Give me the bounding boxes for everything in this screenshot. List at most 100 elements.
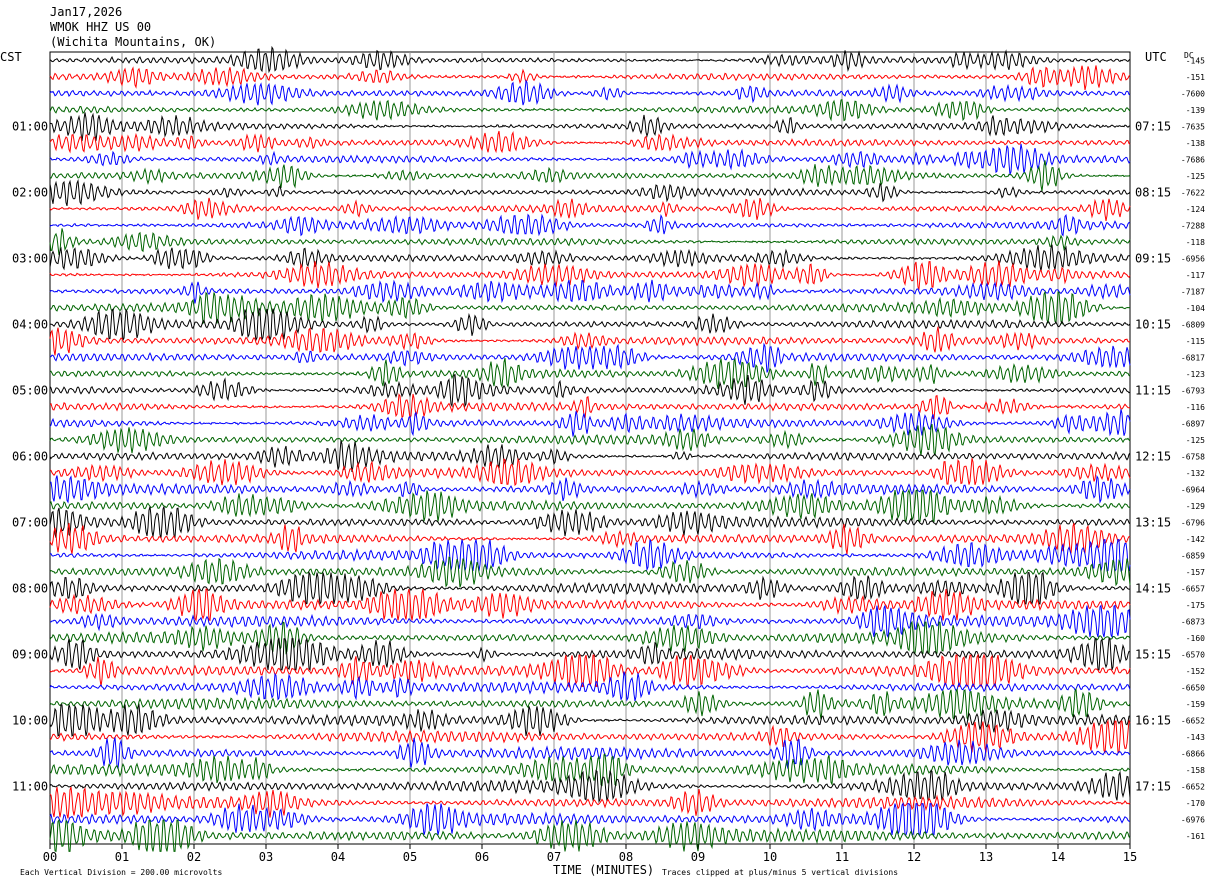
- right-hour-label: 14:15: [1135, 581, 1171, 595]
- dc-offset-label: -6793: [1181, 386, 1205, 395]
- right-hour-label: 11:15: [1135, 383, 1171, 397]
- trace-row: [49, 373, 1131, 408]
- dc-offset-label: -6758: [1181, 452, 1205, 461]
- x-tick-label: 02: [187, 850, 201, 864]
- dc-offset-label: -125: [1186, 436, 1205, 445]
- dc-offset-label: -7288: [1181, 221, 1205, 230]
- station-label: WMOK HHZ US 00: [50, 20, 151, 34]
- x-tick-label: 06: [475, 850, 489, 864]
- left-hour-label: 07:00: [12, 515, 48, 529]
- trace-row: [49, 588, 1131, 623]
- dc-offset-label: -6873: [1181, 617, 1205, 626]
- trace-row: [49, 457, 1131, 487]
- right-hour-label: 15:15: [1135, 647, 1171, 661]
- trace-row: [49, 99, 1131, 122]
- x-tick-label: 10: [763, 850, 777, 864]
- dc-offset-label: -139: [1186, 106, 1205, 115]
- dc-offset-label: -175: [1186, 601, 1205, 610]
- x-tick-label: 03: [259, 850, 273, 864]
- dc-offset-label: -6866: [1181, 749, 1205, 758]
- dc-offset-label: -7686: [1181, 155, 1205, 164]
- dc-offset-label: -6650: [1181, 683, 1205, 692]
- x-tick-label: 07: [547, 850, 561, 864]
- right-hour-label: 17:15: [1135, 779, 1171, 793]
- dc-offset-label: -123: [1186, 370, 1205, 379]
- right-hour-labels: 07:15 08:15 09:15 10:15 11:15 12:15 13:15 14:15…: [1135, 119, 1171, 793]
- dc-offset-label: -117: [1186, 271, 1205, 280]
- plot-frame: [49, 51, 1131, 845]
- trace-row: [49, 112, 1131, 142]
- right-hour-label: 16:15: [1135, 713, 1171, 727]
- trace-row: [49, 556, 1131, 588]
- dc-offset-label: -151: [1186, 73, 1205, 82]
- dc-header-label: DC: [1184, 51, 1194, 60]
- trace-row: [49, 213, 1131, 237]
- left-hour-label: 09:00: [12, 647, 48, 661]
- trace-row: [49, 326, 1131, 356]
- trace-row: [49, 279, 1131, 304]
- dc-offset-label: -125: [1186, 172, 1205, 181]
- trace-row: [49, 522, 1131, 555]
- dc-offset-label: -6652: [1181, 716, 1205, 725]
- dc-offset-label: -6897: [1181, 419, 1205, 428]
- trace-row: [49, 290, 1131, 326]
- dc-offset-label: -6976: [1181, 815, 1205, 824]
- left-hour-labels: 01:00 02:00 03:00 04:00 05:00 06:00 07:00 08:00…: [12, 119, 48, 793]
- dc-offset-label: -116: [1186, 403, 1205, 412]
- dc-offset-label: -6796: [1181, 518, 1205, 527]
- dc-offset-label: -6652: [1181, 782, 1205, 791]
- left-hour-label: 11:00: [12, 779, 48, 793]
- dc-offset-label: -7600: [1181, 89, 1205, 98]
- trace-row: [49, 802, 1130, 836]
- dc-offset-label: -159: [1186, 700, 1205, 709]
- dc-offset-label: -118: [1186, 238, 1205, 247]
- trace-row: [49, 178, 1131, 207]
- trace-row: [49, 393, 1131, 420]
- trace-row: [49, 423, 1131, 456]
- left-hour-label: 01:00: [12, 119, 48, 133]
- trace-row: [49, 539, 1131, 573]
- dc-offset-label: -145: [1186, 56, 1205, 65]
- location-label: (Wichita Mountains, OK): [50, 35, 216, 49]
- x-tick-label: 00: [43, 850, 57, 864]
- right-hour-label: 12:15: [1135, 449, 1171, 463]
- trace-row: [49, 65, 1131, 90]
- trace-row: [49, 357, 1131, 392]
- trace-row: [49, 488, 1131, 523]
- trace-row: [49, 786, 1131, 819]
- trace-row: [49, 409, 1131, 437]
- right-hour-label: 07:15: [1135, 119, 1171, 133]
- x-tick-label: 09: [691, 850, 705, 864]
- dc-offset-label: -132: [1186, 469, 1205, 478]
- trace-row: [49, 703, 1131, 737]
- x-tick-label: 15: [1123, 850, 1137, 864]
- trace-row: [49, 737, 1131, 770]
- trace-row: [49, 506, 1131, 539]
- x-tick-label: 05: [403, 850, 417, 864]
- dc-offset-label: -6956: [1181, 254, 1205, 263]
- x-tick-label: 11: [835, 850, 849, 864]
- trace-row: [49, 753, 1131, 787]
- left-hour-label: 05:00: [12, 383, 48, 397]
- dc-offset-label: -157: [1186, 568, 1205, 577]
- trace-row: [49, 143, 1131, 175]
- trace-row: [49, 260, 1131, 291]
- right-hour-label: 09:15: [1135, 251, 1171, 265]
- dc-offset-label: -115: [1186, 337, 1205, 346]
- dc-offset-label: -158: [1186, 766, 1205, 775]
- dc-offset-label: -124: [1186, 205, 1205, 214]
- trace-row: [49, 440, 1131, 472]
- dc-offset-label: -7187: [1181, 287, 1205, 296]
- trace-row: [49, 228, 1131, 256]
- date-label: Jan17,2026: [50, 5, 122, 19]
- seismic-traces: [49, 45, 1131, 853]
- trace-row: [49, 719, 1131, 755]
- left-hour-label: 06:00: [12, 449, 48, 463]
- x-tick-label: 14: [1051, 850, 1065, 864]
- x-axis-title: TIME (MINUTES): [553, 863, 654, 877]
- dc-offset-label: -6964: [1181, 485, 1205, 494]
- right-hour-label: 13:15: [1135, 515, 1171, 529]
- left-timezone-label: CST: [0, 50, 22, 64]
- x-tick-label: 01: [115, 850, 129, 864]
